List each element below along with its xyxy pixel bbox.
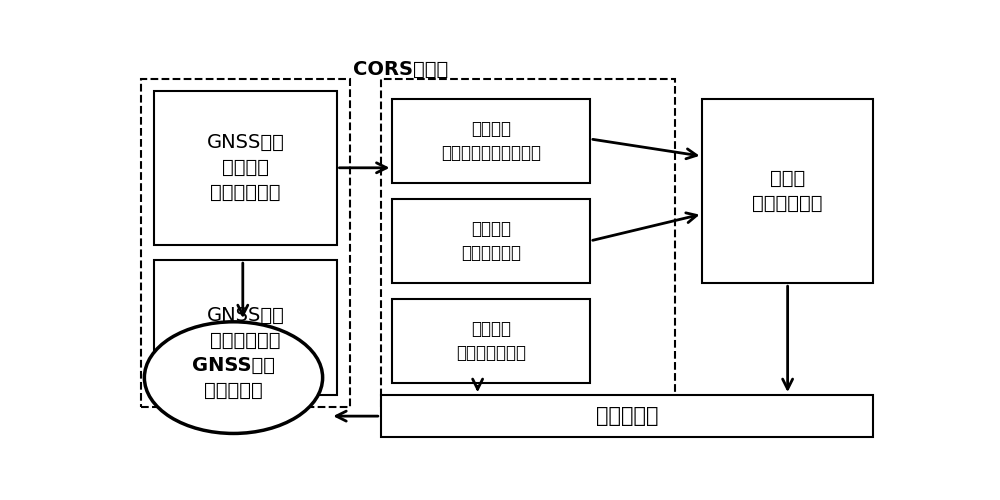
Text: GNSS终端
单点定位坐标: GNSS终端 单点定位坐标 [207,306,284,350]
FancyBboxPatch shape [392,198,590,284]
FancyBboxPatch shape [154,260,337,395]
FancyBboxPatch shape [140,79,350,406]
FancyBboxPatch shape [702,98,873,284]
FancyBboxPatch shape [392,98,590,183]
FancyBboxPatch shape [154,91,337,245]
FancyBboxPatch shape [381,395,873,438]
Text: GNSS终端
单点定位
所用卫星列表: GNSS终端 单点定位 所用卫星列表 [207,134,284,202]
FancyBboxPatch shape [392,298,590,384]
Ellipse shape [144,322,323,434]
FancyBboxPatch shape [381,79,675,406]
Text: 差分电文
（参考站坐标）: 差分电文 （参考站坐标） [456,320,526,362]
Text: 差分电文
（导航电文）: 差分电文 （导航电文） [461,220,521,262]
Text: 坐标修正量: 坐标修正量 [596,406,658,426]
Text: CORS服务器: CORS服务器 [352,60,448,79]
Text: 差分电文
（挑选的伪距观测值）: 差分电文 （挑选的伪距观测值） [441,120,541,162]
Text: GNSS终端
修正后坐标: GNSS终端 修正后坐标 [192,356,275,400]
Text: 参考站
单点定位坐标: 参考站 单点定位坐标 [752,169,823,213]
